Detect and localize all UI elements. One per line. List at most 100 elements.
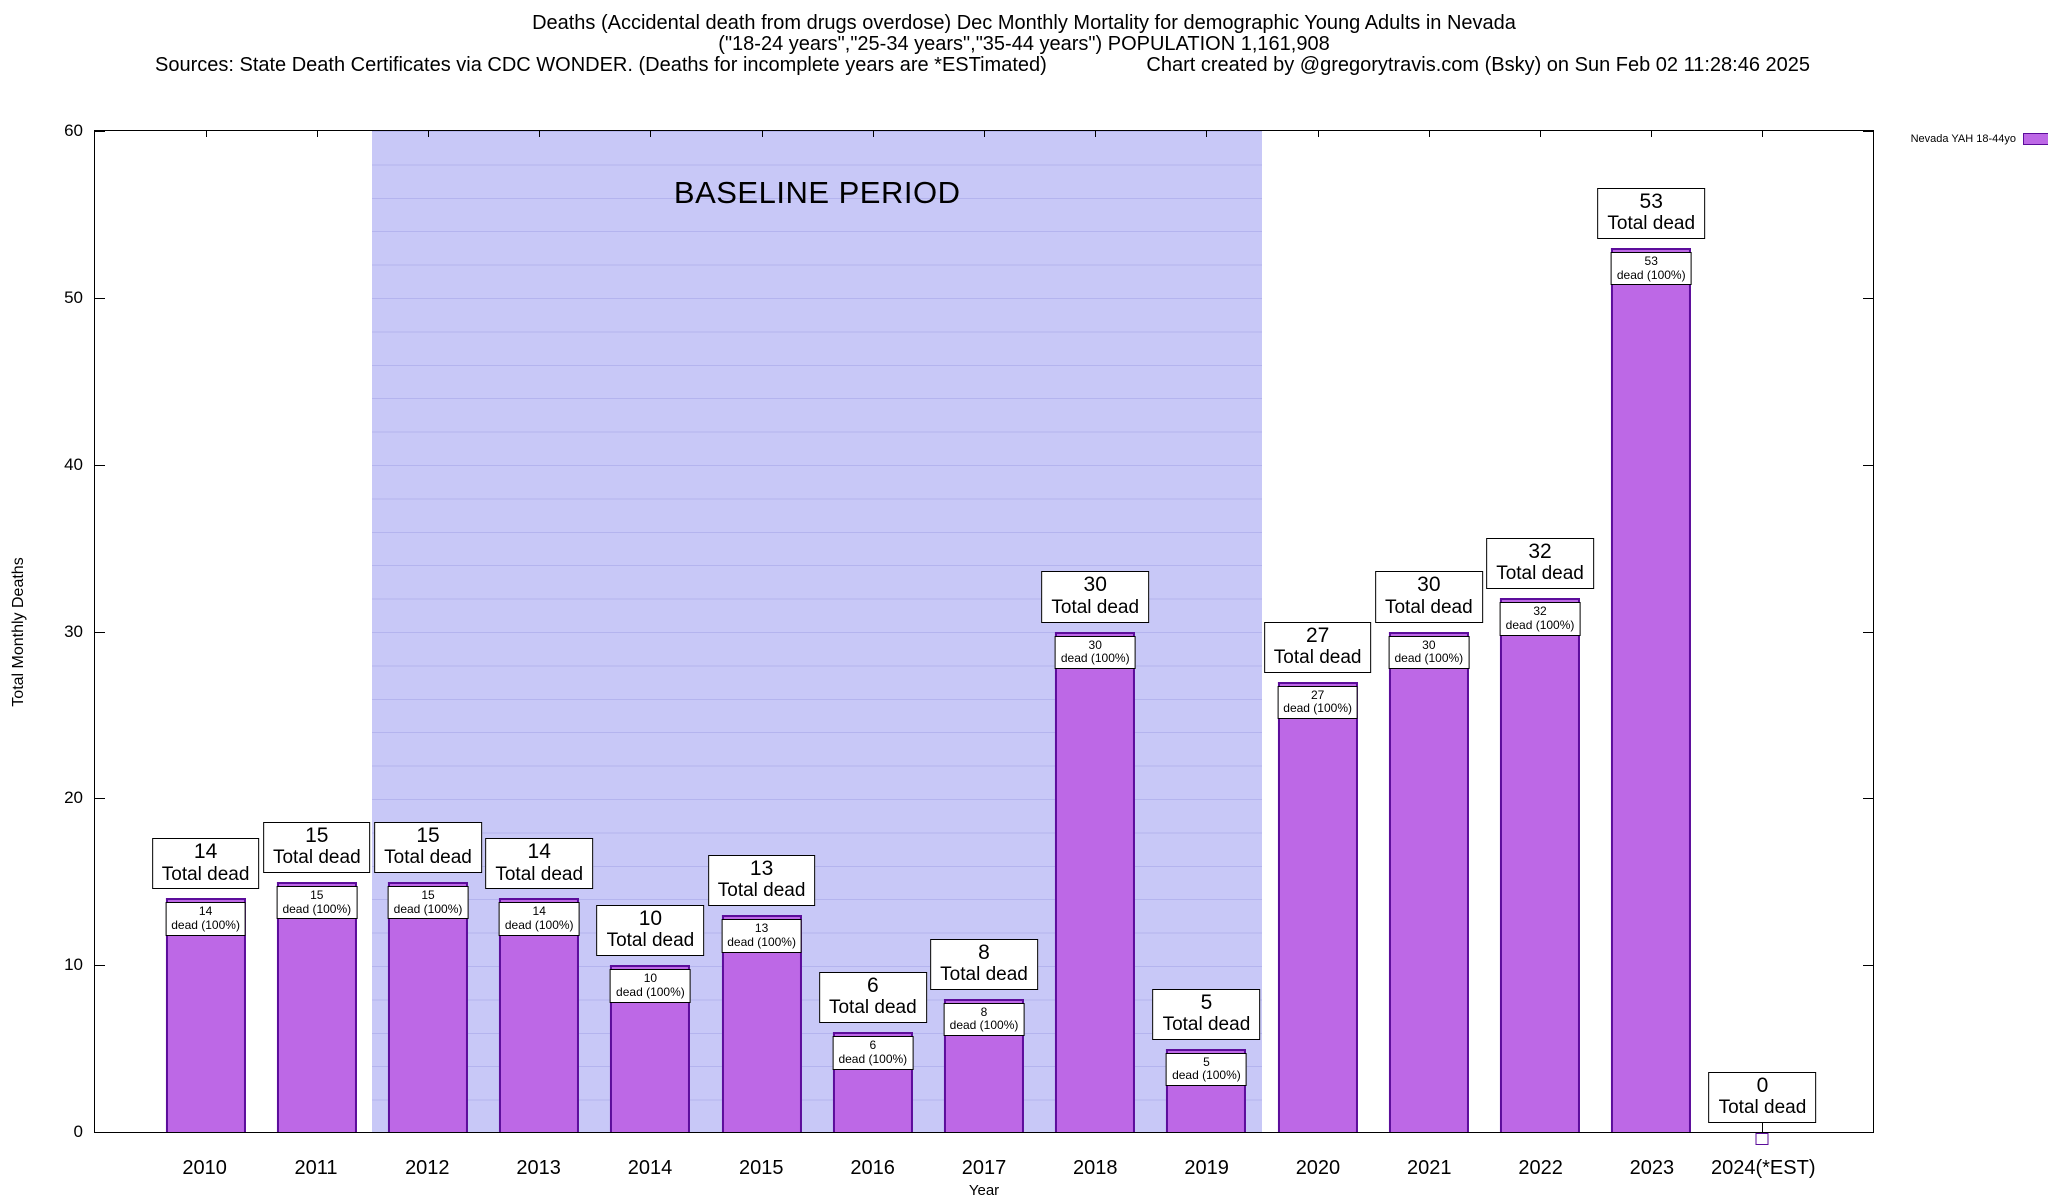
cap-text: dead (100%) [1394, 651, 1464, 666]
cap-text: dead (100%) [1060, 651, 1130, 666]
bar-slot-2024(*EST): 0 Total dead [1707, 131, 1818, 1145]
total-label-2014: 10 Total dead [596, 905, 705, 957]
total-value: 0 [1756, 1073, 1769, 1097]
x-tick-2024(*EST): 2024(*EST) [1711, 1157, 1816, 1179]
legend: Nevada YAH 18-44yo [1875, 133, 2048, 145]
bar-slot-2011: 15 Total dead 15 dead (100%) [261, 131, 372, 1132]
bar-slot-2023: 53 Total dead 53 dead (100%) [1596, 131, 1707, 1132]
y-tick-mark-right [1863, 965, 1873, 967]
bar-cap-label-2020: 27 dead (100%) [1277, 685, 1358, 720]
total-text: Total dead [828, 997, 917, 1019]
cap-value: 14 [532, 904, 546, 919]
cap-text: dead (100%) [393, 901, 463, 916]
total-value: 53 [1639, 189, 1663, 213]
cap-value: 14 [198, 904, 213, 919]
cap-value: 30 [1088, 637, 1102, 652]
top-tick [1540, 131, 1542, 137]
total-value: 10 [638, 907, 663, 931]
cap-value: 10 [643, 971, 658, 986]
total-value: 30 [1083, 573, 1107, 597]
x-tick-2010: 2010 [182, 1157, 227, 1179]
plot-inner: BASELINE PERIOD 14 Total dead 14 dead (100%… [95, 131, 1873, 1145]
y-tick-20: 20 [64, 788, 83, 808]
cap-text: dead (100%) [171, 918, 240, 933]
bar-cap-label-2013: 14 dead (100%) [498, 902, 580, 937]
total-label-2018: 30 Total dead [1041, 571, 1150, 623]
bar-slot-2019: 5 Total dead 5 dead (100%) [1151, 131, 1262, 1132]
bar-slot-2012: 15 Total dead 15 dead (100%) [372, 131, 483, 1132]
total-text: Total dead [1162, 1013, 1251, 1035]
total-value: 30 [1417, 573, 1441, 597]
total-text: Total dead [272, 846, 361, 868]
bar-2020: 27 dead (100%) [1277, 681, 1358, 1132]
y-tick-mark-left [95, 131, 105, 132]
total-text: Total dead [1384, 596, 1473, 618]
cap-value: 5 [1203, 1054, 1210, 1069]
total-label-2012: 15 Total dead [374, 821, 482, 873]
total-label-2019: 5 Total dead [1152, 988, 1261, 1040]
cap-text: dead (100%) [1505, 617, 1575, 632]
chart-header: Deaths (Accidental death from drugs over… [0, 0, 2048, 76]
y-tick-0: 0 [73, 1122, 83, 1141]
top-tick [1095, 131, 1097, 137]
x-tick-2014: 2014 [627, 1157, 673, 1179]
total-text: Total dead [1051, 596, 1140, 618]
total-label-2010: 14 Total dead [151, 838, 260, 890]
top-tick [1317, 131, 1319, 137]
bar-slot-2022: 32 Total dead 32 dead (100%) [1484, 131, 1595, 1132]
chart-title-line1: Deaths (Accidental death from drugs over… [532, 12, 1516, 34]
total-label-2016: 6 Total dead [818, 971, 927, 1023]
bar-cap-label-2021: 30 dead (100%) [1388, 635, 1470, 670]
y-tick-30: 30 [64, 621, 83, 641]
bar-slot-2018: 30 Total dead 30 dead (100%) [1040, 131, 1151, 1132]
bar-cap-label-2011: 15 dead (100%) [276, 885, 358, 920]
x-axis-title: Year [968, 1182, 1000, 1199]
bar-2013: 14 dead (100%) [498, 898, 580, 1132]
y-tick-mark-right [1863, 798, 1873, 800]
total-value: 14 [193, 840, 218, 864]
bar-slot-2021: 30 Total dead 30 dead (100%) [1373, 131, 1484, 1132]
bar-2012: 15 dead (100%) [387, 881, 469, 1132]
y-tick-mark-left [95, 631, 105, 633]
cap-text: dead (100%) [727, 934, 796, 949]
x-tick-2023: 2023 [1629, 1157, 1675, 1179]
total-text: Total dead [495, 863, 584, 885]
top-tick [205, 131, 207, 137]
total-text: Total dead [940, 963, 1028, 985]
y-tick-mark-left [95, 965, 105, 967]
cap-value: 15 [310, 887, 324, 902]
cap-value: 13 [754, 921, 769, 936]
chart-area: Total Monthly Deaths Nevada YAH 18-44yo … [10, 121, 2048, 1145]
y-tick-mark-left [95, 297, 105, 299]
total-value: 32 [1528, 540, 1552, 564]
cap-value: 27 [1310, 687, 1325, 702]
bar-slot-2013: 14 Total dead 14 dead (100%) [484, 131, 595, 1132]
bar-2011: 15 dead (100%) [276, 881, 358, 1132]
cap-text: dead (100%) [616, 984, 685, 999]
cap-value: 6 [869, 1037, 877, 1052]
bar-2014: 10 dead (100%) [610, 965, 691, 1132]
cap-value: 8 [980, 1004, 988, 1019]
chart-credit: Chart created by @gregorytravis.com (Bsk… [1146, 54, 1810, 76]
y-tick-60: 60 [64, 121, 83, 140]
x-tick-2016: 2016 [850, 1157, 895, 1179]
x-tick-2022: 2022 [1518, 1157, 1563, 1179]
y-tick-mark-left [95, 464, 105, 466]
bar-2017: 8 dead (100%) [943, 998, 1025, 1132]
bar-slot-2020: 27 Total dead 27 dead (100%) [1262, 131, 1373, 1132]
y-tick-mark-right [1863, 464, 1873, 466]
total-label-2020: 27 Total dead [1263, 621, 1372, 673]
top-tick [1762, 131, 1764, 137]
bar-cap-label-2016: 6 dead (100%) [832, 1035, 914, 1070]
total-value: 5 [1200, 990, 1213, 1014]
bar-cap-label-2018: 30 dead (100%) [1054, 635, 1136, 670]
bar-2016: 6 dead (100%) [832, 1031, 914, 1132]
top-tick [539, 131, 541, 137]
y-tick-mark-left [95, 798, 105, 800]
top-tick [761, 131, 763, 137]
bar-slots: BASELINE PERIOD 14 Total dead 14 dead (100%… [150, 131, 1818, 1145]
x-tick-2020: 2020 [1295, 1157, 1341, 1179]
bar-cap-label-2012: 15 dead (100%) [387, 885, 469, 920]
bar-cap-label-2014: 10 dead (100%) [610, 969, 691, 1003]
total-text: Total dead [1718, 1097, 1807, 1119]
